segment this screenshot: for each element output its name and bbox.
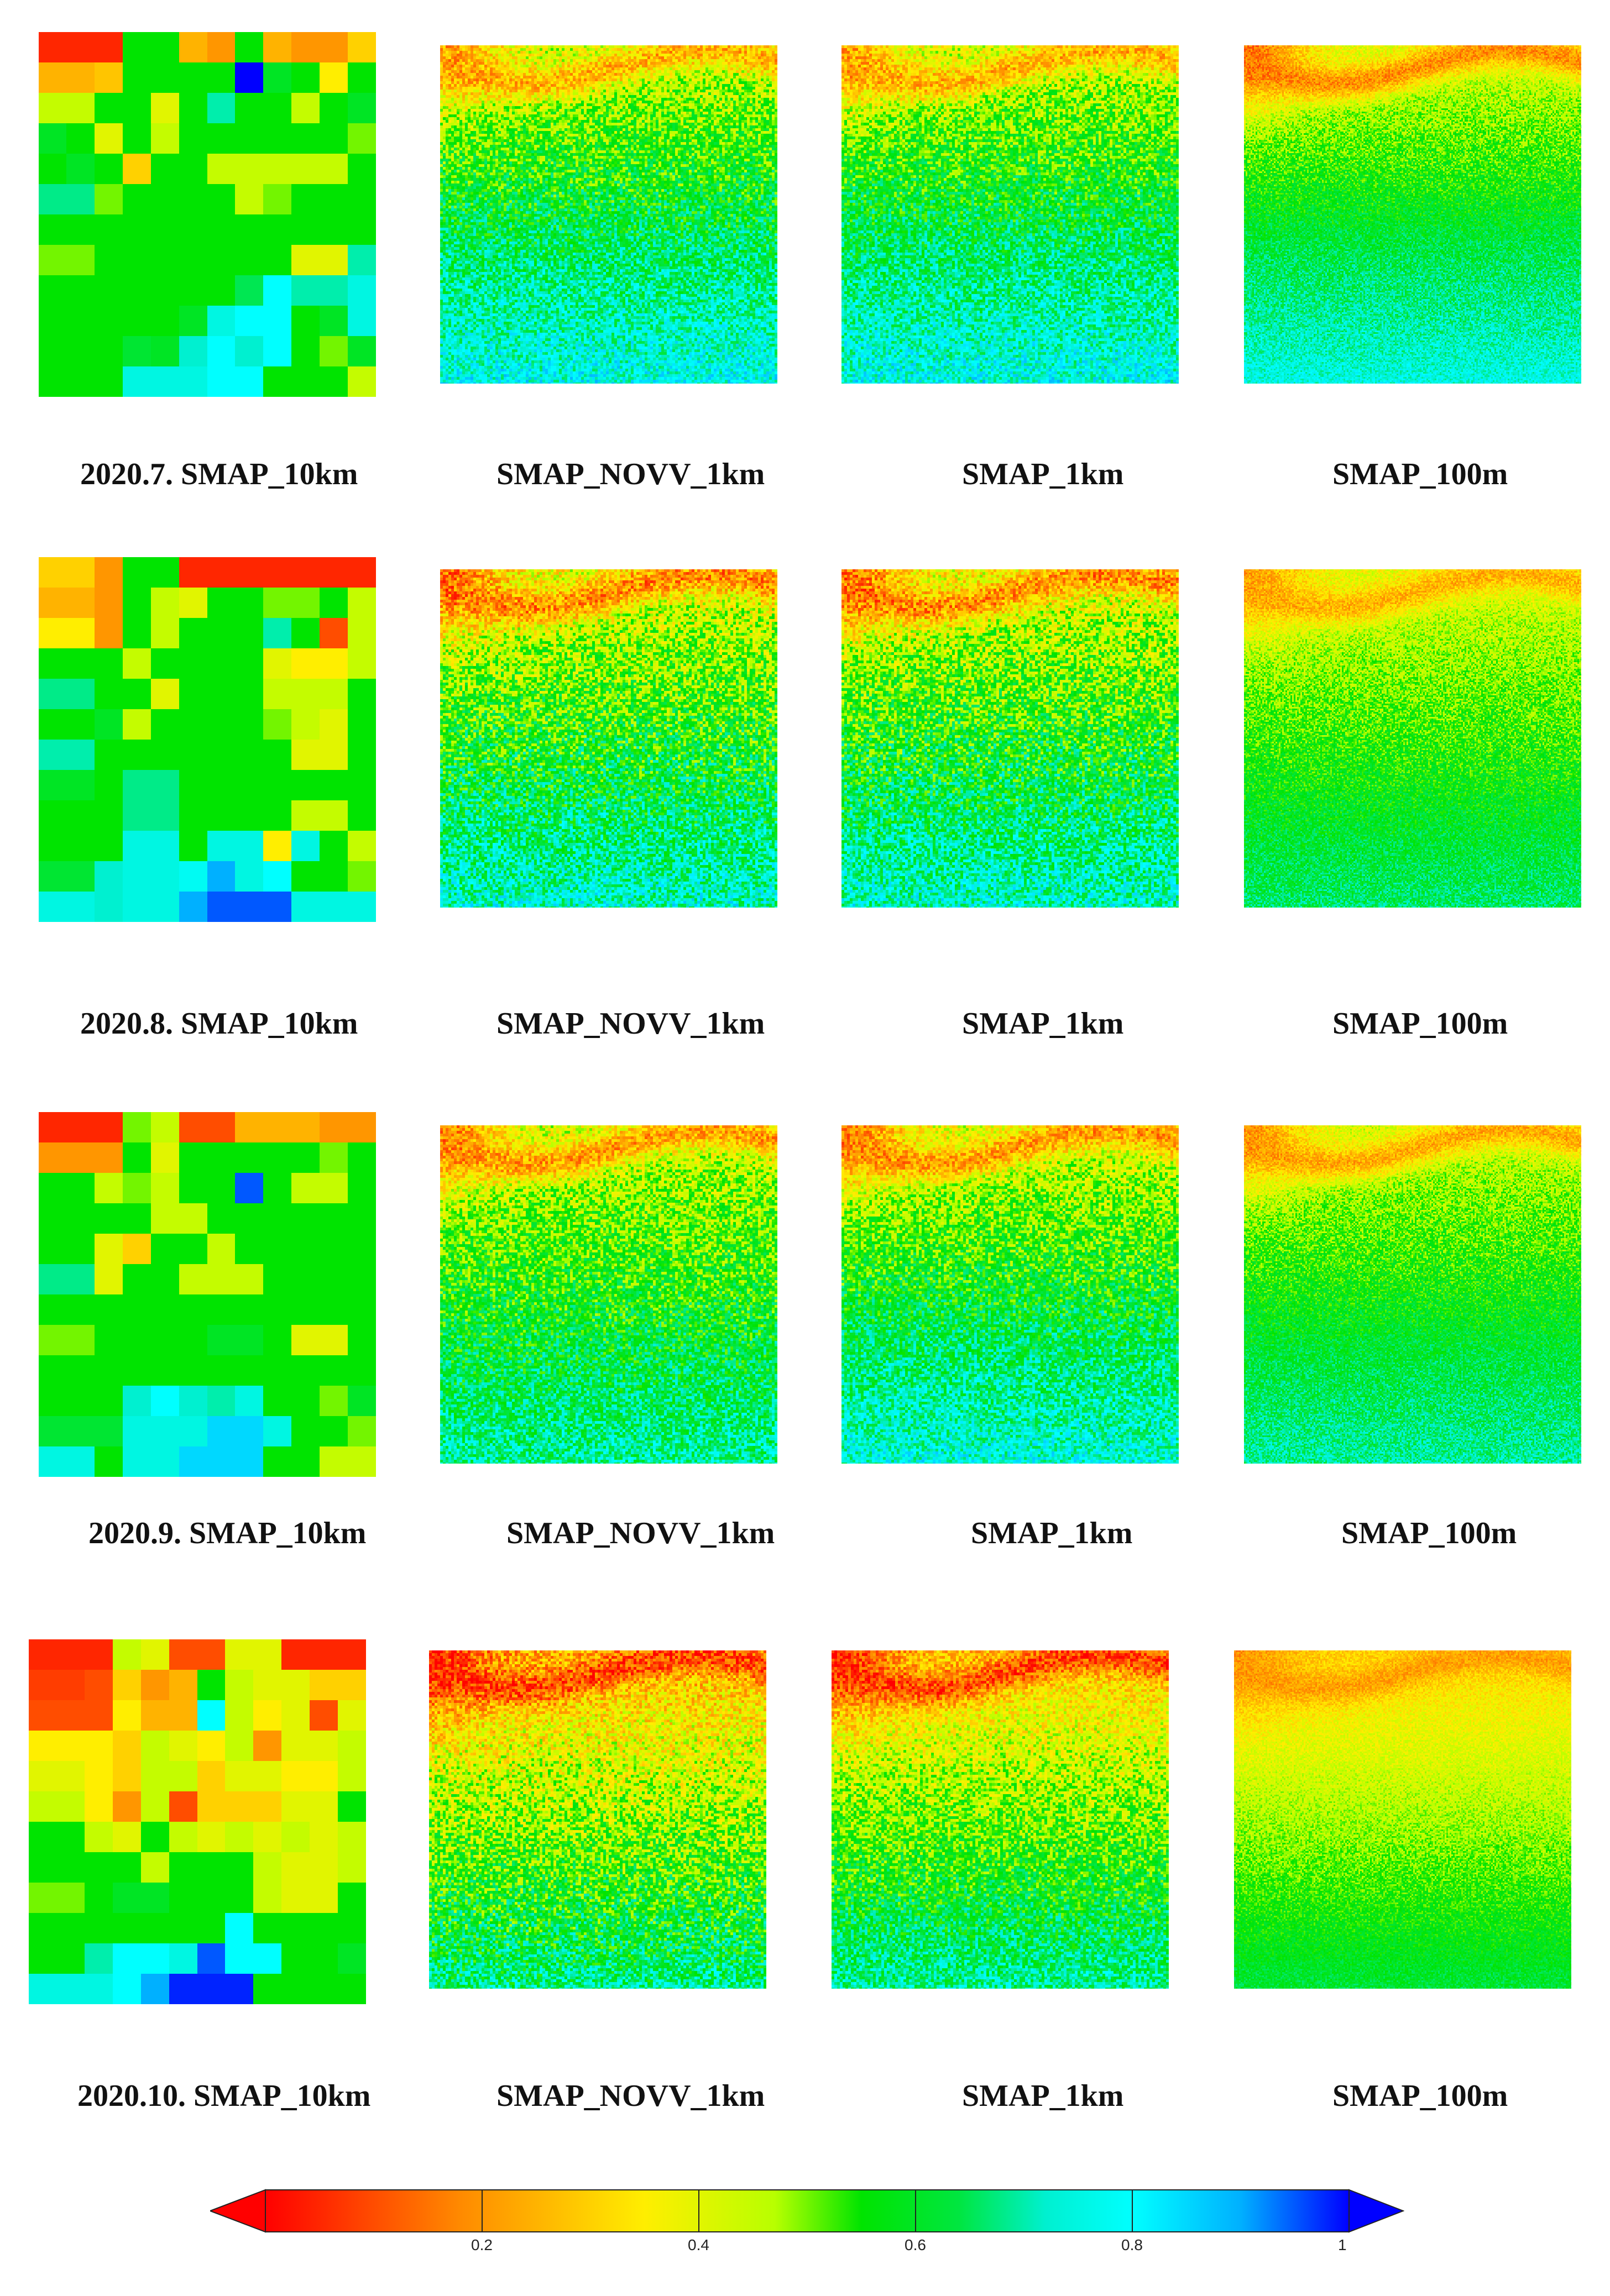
row-label-smap-100m: SMAP_100m xyxy=(1341,1516,1517,1550)
colorbar-tick-label: 0.4 xyxy=(688,2236,709,2253)
row-label-smap-1km: SMAP_1km xyxy=(962,1007,1124,1041)
smap-novv-1km-map-2020-10 xyxy=(429,1650,766,1989)
smap-1km-map-2020-10 xyxy=(832,1650,1169,1989)
row-label-smap-100m: SMAP_100m xyxy=(1332,2079,1508,2113)
smap-1km-map-2020-09 xyxy=(841,1125,1179,1464)
row-label-smap-novv-1km: SMAP_NOVV_1km xyxy=(496,2079,765,2113)
colorbar-left-arrow xyxy=(210,2189,266,2233)
colorbar-tick-label: 0.6 xyxy=(905,2236,926,2253)
row-label-smap-1km: SMAP_1km xyxy=(962,457,1124,491)
smap-100m-map-2020-07 xyxy=(1244,45,1581,384)
colorbar-tick-label: 0.2 xyxy=(471,2236,493,2253)
smap-1km-map-2020-07 xyxy=(841,45,1179,384)
smap-1km-map-2020-08 xyxy=(841,569,1179,908)
smap-100m-map-2020-08 xyxy=(1244,569,1581,908)
row-label-smap-10km: 2020.9. SMAP_10km xyxy=(88,1516,367,1550)
colorbar-right-arrow xyxy=(1348,2189,1404,2233)
smap-10km-map-2020-10 xyxy=(29,1639,366,2004)
row-label-smap-novv-1km: SMAP_NOVV_1km xyxy=(496,457,765,491)
smap-100m-map-2020-09 xyxy=(1244,1125,1581,1464)
smap-novv-1km-map-2020-08 xyxy=(440,569,777,908)
row-label-smap-100m: SMAP_100m xyxy=(1332,457,1508,491)
smap-novv-1km-map-2020-09 xyxy=(440,1125,777,1464)
row-label-smap-1km: SMAP_1km xyxy=(971,1516,1133,1550)
colorbar-tick-label: 0.8 xyxy=(1121,2236,1143,2253)
row-label-smap-100m: SMAP_100m xyxy=(1332,1007,1508,1041)
row-label-smap-10km: 2020.8. SMAP_10km xyxy=(80,1007,358,1041)
row-label-smap-10km: 2020.7. SMAP_10km xyxy=(80,457,358,491)
colorbar-gradient xyxy=(265,2189,1350,2232)
colorbar-tick-label: 1 xyxy=(1338,2236,1347,2253)
row-label-smap-novv-1km: SMAP_NOVV_1km xyxy=(496,1007,765,1041)
row-label-smap-novv-1km: SMAP_NOVV_1km xyxy=(506,1516,775,1550)
smap-100m-map-2020-10 xyxy=(1234,1650,1571,1989)
colorbar xyxy=(210,2189,1404,2233)
smap-novv-1km-map-2020-07 xyxy=(440,45,777,384)
row-label-smap-1km: SMAP_1km xyxy=(962,2079,1124,2113)
row-label-smap-10km: 2020.10. SMAP_10km xyxy=(77,2079,371,2113)
smap-10km-map-2020-08 xyxy=(39,557,376,922)
smap-10km-map-2020-09 xyxy=(39,1112,376,1477)
smap-10km-map-2020-07 xyxy=(39,32,376,397)
